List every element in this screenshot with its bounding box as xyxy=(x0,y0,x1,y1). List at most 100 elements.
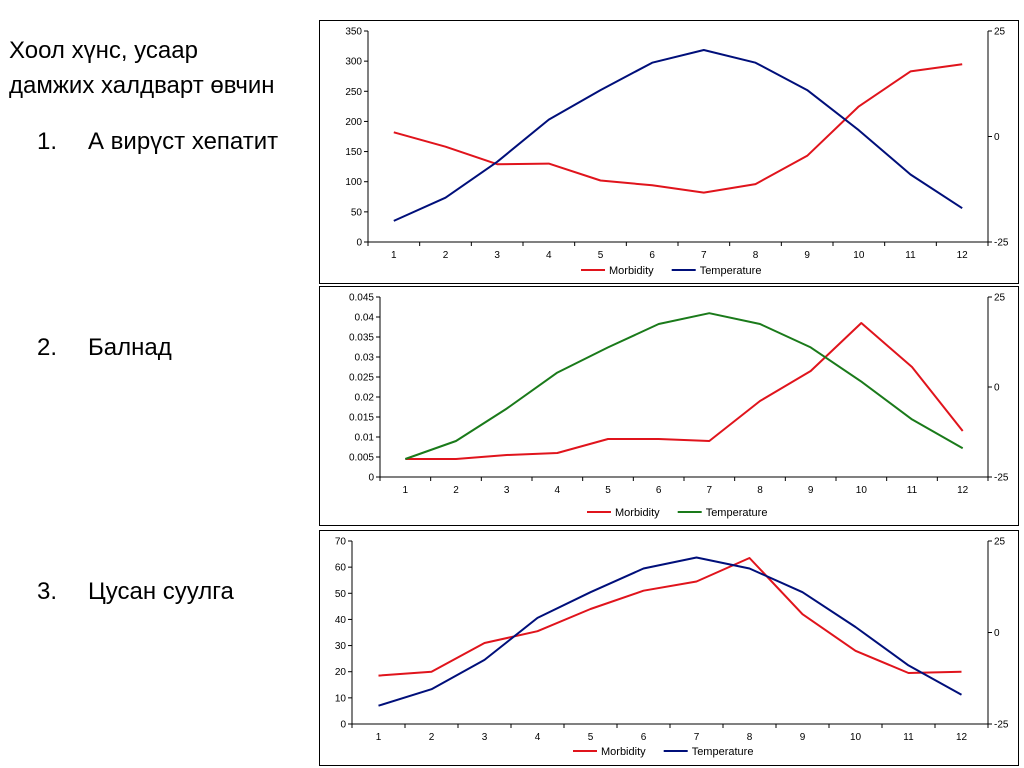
x-tick-label: 2 xyxy=(453,485,459,496)
y-tick-label: 10 xyxy=(335,693,347,704)
list-item-2: 2. Балнад xyxy=(37,334,172,362)
list-item-3: 3. Цусан суулга xyxy=(37,578,234,606)
y2-tick-label: -25 xyxy=(994,238,1009,249)
chart-dysentery: 0 10 20 30 40 50 60 70 -25 0 25 1 2 3 4 5 6 7 8 9 10 11 12 Morb… xyxy=(319,530,1019,766)
chart-typhoid: 0 0.005 0.01 0.015 0.02 0.025 0.03 0.035 0.04 0.0… xyxy=(319,286,1019,526)
x-tick-label: 3 xyxy=(504,485,510,496)
y-tick-label: 0.035 xyxy=(349,333,374,344)
x-tick-label: 7 xyxy=(694,732,700,743)
y-tick-label: 100 xyxy=(345,177,362,188)
x-tick-label: 11 xyxy=(903,732,914,743)
y-tick-label: 0.015 xyxy=(349,413,374,424)
x-tick-label: 3 xyxy=(482,732,488,743)
x-tick-label: 9 xyxy=(800,732,806,743)
y-tick-label: 350 xyxy=(345,27,362,38)
list-item-number: 1. xyxy=(37,128,58,155)
x-tick-label: 3 xyxy=(494,250,500,261)
y-tick-label: 0.025 xyxy=(349,373,374,384)
x-tick-label: 6 xyxy=(641,732,647,743)
y-tick-label: 0 xyxy=(340,720,346,731)
x-tick-label: 9 xyxy=(804,250,810,261)
legend-label-temperature: Temperature xyxy=(706,507,768,519)
chart-hepatitis-a: 0 50 100 150 200 250 300 350 -25 0 25 1 2 3 4 5 6 7 8 9 10 11… xyxy=(319,20,1019,284)
y-tick-label: 30 xyxy=(335,641,347,652)
x-tick-label: 8 xyxy=(753,250,759,261)
chart-legend: Morbidity Temperature xyxy=(573,746,753,758)
x-tick-label: 1 xyxy=(391,250,397,261)
y-tick-label: 0.03 xyxy=(355,353,375,364)
y-tick-label: 50 xyxy=(335,589,347,600)
y-tick-label: 0.02 xyxy=(355,393,375,404)
series-line-temperature xyxy=(378,556,962,707)
list-item-1: 1. А вирүст хепатит xyxy=(37,128,278,156)
heading-line-1: Хоол хүнс, усаар xyxy=(9,37,198,64)
x-tick-label: 5 xyxy=(598,250,604,261)
x-tick-label: 10 xyxy=(856,485,868,496)
x-tick-label: 8 xyxy=(757,485,763,496)
list-item-number: 3. xyxy=(37,578,58,605)
x-tick-label: 8 xyxy=(747,732,753,743)
list-item-label: А вирүст хепатит xyxy=(88,128,279,155)
legend-label-morbidity: Morbidity xyxy=(601,746,646,758)
y-tick-label: 0.045 xyxy=(349,293,374,304)
x-tick-label: 10 xyxy=(853,250,865,261)
x-tick-label: 4 xyxy=(555,485,561,496)
legend-label-morbidity: Morbidity xyxy=(615,507,660,519)
series-line-temperature xyxy=(393,49,963,222)
x-tick-label: 2 xyxy=(443,250,449,261)
legend-label-morbidity: Morbidity xyxy=(609,265,654,277)
y-tick-label: 70 xyxy=(335,537,347,548)
x-tick-label: 5 xyxy=(605,485,611,496)
chart-legend: Morbidity Temperature xyxy=(587,507,767,519)
legend-label-temperature: Temperature xyxy=(692,746,754,758)
y2-tick-label: 0 xyxy=(994,132,1000,143)
y-tick-label: 300 xyxy=(345,57,362,68)
x-tick-label: 12 xyxy=(957,485,969,496)
series-line-morbidity xyxy=(393,63,963,194)
y2-tick-label: 0 xyxy=(994,383,1000,394)
x-tick-label: 12 xyxy=(956,732,968,743)
legend-label-temperature: Temperature xyxy=(700,265,762,277)
x-tick-label: 5 xyxy=(588,732,594,743)
chart-svg: 0 0.005 0.01 0.015 0.02 0.025 0.03 0.035 0.04 0.0… xyxy=(349,293,1009,520)
x-tick-label: 1 xyxy=(403,485,409,496)
list-item-label: Цусан суулга xyxy=(88,578,234,605)
y-tick-label: 40 xyxy=(335,615,347,626)
x-tick-label: 1 xyxy=(376,732,382,743)
x-tick-label: 10 xyxy=(850,732,862,743)
x-tick-label: 6 xyxy=(656,485,662,496)
y2-tick-label: 25 xyxy=(994,537,1006,548)
x-tick-label: 4 xyxy=(546,250,552,261)
y-tick-label: 20 xyxy=(335,667,347,678)
list-item-number: 2. xyxy=(37,334,58,361)
x-tick-label: 7 xyxy=(707,485,713,496)
x-tick-label: 11 xyxy=(907,485,918,496)
y2-tick-label: 25 xyxy=(994,27,1006,38)
heading-line-2: дамжих халдварт өвчин xyxy=(9,72,275,99)
x-tick-label: 6 xyxy=(649,250,655,261)
y2-tick-label: -25 xyxy=(994,473,1009,484)
y-tick-label: 0 xyxy=(356,238,362,249)
x-tick-label: 2 xyxy=(429,732,435,743)
series-line-morbidity xyxy=(405,322,964,460)
list-item-label: Балнад xyxy=(88,334,172,361)
y-tick-label: 60 xyxy=(335,563,347,574)
chart-legend: Morbidity Temperature xyxy=(581,265,761,277)
y-tick-label: 0 xyxy=(368,473,374,484)
x-tick-label: 4 xyxy=(535,732,541,743)
x-tick-label: 12 xyxy=(957,250,969,261)
series-line-morbidity xyxy=(378,557,962,677)
y-tick-label: 50 xyxy=(351,207,363,218)
y-tick-label: 0.04 xyxy=(355,313,375,324)
x-tick-label: 9 xyxy=(808,485,814,496)
slide-heading: Хоол хүнс, усаар дамжих халдварт өвчин xyxy=(9,33,275,103)
y-tick-label: 0.01 xyxy=(355,433,375,444)
y-tick-label: 150 xyxy=(345,147,362,158)
y2-tick-label: 0 xyxy=(994,628,1000,639)
y2-tick-label: 25 xyxy=(994,293,1006,304)
y-tick-label: 200 xyxy=(345,117,362,128)
y-tick-label: 0.005 xyxy=(349,453,374,464)
y2-tick-label: -25 xyxy=(994,720,1009,731)
